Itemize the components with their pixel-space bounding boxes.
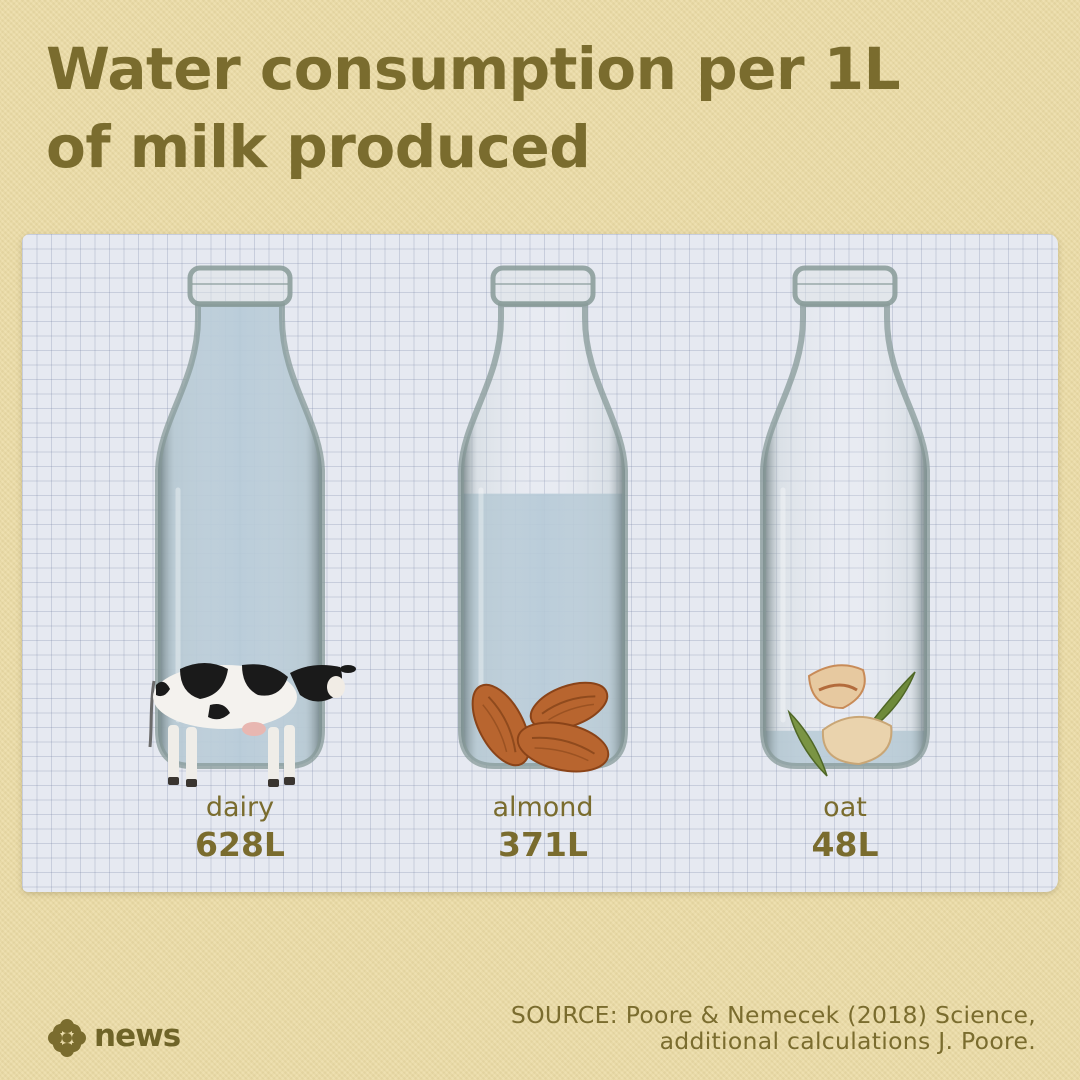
bottle-rim [187,265,293,307]
category-label-dairy: dairy [206,792,274,823]
source-line-2: additional calculations J. Poore. [659,1027,1036,1055]
bottle-glass [760,301,930,769]
bottle-rim [792,265,898,307]
category-label-oat: oat [823,792,867,823]
cbc-gem-icon [48,1019,86,1057]
category-label-almond: almond [492,792,593,823]
source-note: SOURCE: Poore & Nemecek (2018) Science, … [511,1002,1036,1054]
title-line-1: Water consumption per 1L [46,35,901,103]
value-label-oat: 48L [812,825,879,864]
title-line-2: of milk produced [46,113,591,181]
bottle-rim [490,265,596,307]
oat-icon [787,664,916,777]
bottle-oat [760,265,930,769]
value-label-dairy: 628L [195,825,285,864]
cbc-news-logo: news [44,1014,181,1062]
source-line-1: SOURCE: Poore & Nemecek (2018) Science, [510,1001,1036,1029]
logo-wordmark: news [94,1018,181,1054]
cow-icon [148,663,356,787]
almond-icon [471,681,610,773]
value-label-almond: 371L [498,825,588,864]
chart-title: Water consumption per 1L of milk produce… [46,30,901,186]
